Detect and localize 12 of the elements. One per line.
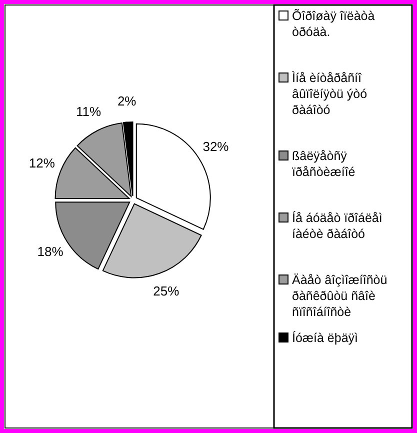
data-label: 25% [153, 284, 180, 299]
legend-label: Íå áóäåò ïðîáëåì íàéòè ðàáîòó [292, 211, 382, 241]
data-label: 32% [202, 138, 230, 154]
legend-label: Õîðîøàÿ îïëàòà òðóäà. [292, 9, 375, 39]
legend-label: ßâëÿåòñÿ ïðåñòèæíîé [292, 149, 356, 179]
data-label: 11% [76, 104, 102, 120]
legend-label: Íóæíà ëþäÿì [292, 331, 358, 345]
data-label: 12% [28, 155, 56, 170]
legend-label: Äàåò âîçìîæíîñòü ðàñêðûòü ñâîè ñïîñîáíîñòè [292, 273, 388, 319]
legend-label: Ìíå èíòåðåñíî âûïîëíÿòü ýòó ðàáîòó [292, 71, 368, 117]
data-label: 2% [117, 94, 137, 109]
data-label: 18% [37, 244, 64, 259]
